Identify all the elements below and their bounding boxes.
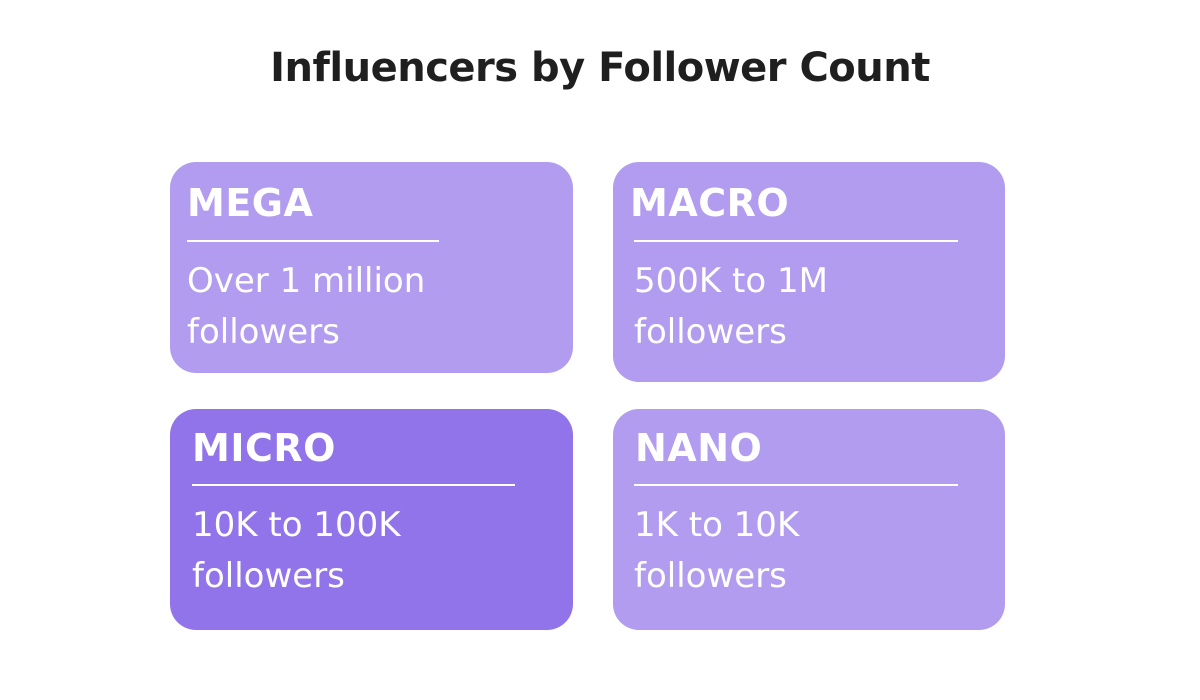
card-nano-line2: followers <box>634 556 787 596</box>
card-mega-description: Over 1 million followers <box>187 256 425 358</box>
card-macro: MACRO 500K to 1M followers <box>613 162 1005 382</box>
page-title: Influencers by Follower Count <box>270 45 930 91</box>
card-micro-divider <box>192 484 515 486</box>
card-nano: NANO 1K to 10K followers <box>613 409 1005 630</box>
card-micro: MICRO 10K to 100K followers <box>170 409 573 630</box>
card-macro-heading: MACRO <box>630 181 790 225</box>
card-nano-divider <box>634 484 958 486</box>
card-mega-line1: Over 1 million <box>187 261 426 301</box>
card-nano-heading: NANO <box>635 426 763 470</box>
card-micro-line1: 10K to 100K <box>192 505 401 545</box>
card-macro-line2: followers <box>634 312 787 352</box>
card-macro-line1: 500K to 1M <box>634 261 828 301</box>
card-micro-line2: followers <box>192 556 345 596</box>
card-mega-divider <box>187 240 439 242</box>
card-micro-description: 10K to 100K followers <box>192 500 401 602</box>
card-nano-description: 1K to 10K followers <box>634 500 799 602</box>
card-nano-line1: 1K to 10K <box>634 505 800 545</box>
card-mega-heading: MEGA <box>187 181 314 225</box>
card-mega-line2: followers <box>187 312 340 352</box>
card-macro-description: 500K to 1M followers <box>634 256 828 358</box>
card-macro-divider <box>634 240 958 242</box>
card-mega: MEGA Over 1 million followers <box>170 162 573 373</box>
card-micro-heading: MICRO <box>192 426 336 470</box>
